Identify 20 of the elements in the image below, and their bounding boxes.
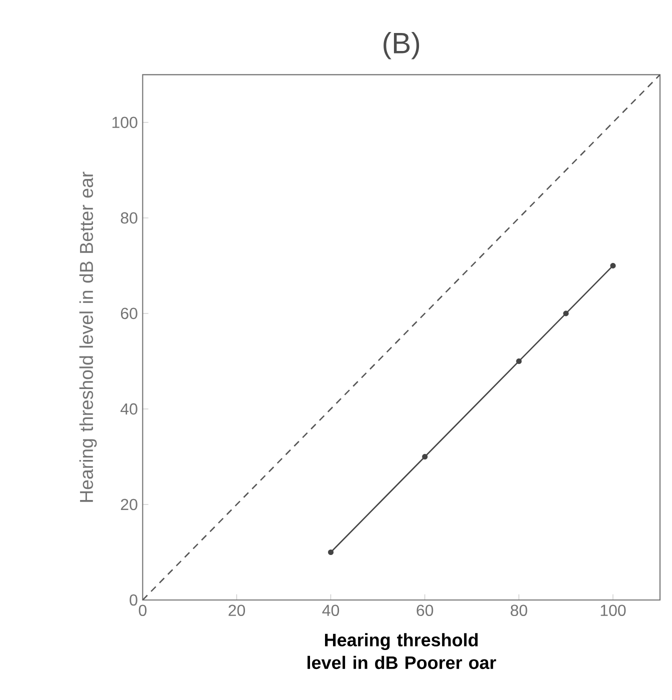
y-tick-label: 0: [130, 594, 138, 606]
x-tick-label: 60: [416, 604, 434, 616]
y-tick-label: 40: [120, 403, 138, 415]
x-tick-label: 40: [322, 604, 340, 616]
y-tick-label: 20: [120, 498, 138, 510]
point: [422, 454, 428, 460]
x-tick-label: 0: [138, 604, 146, 616]
y-tick-label: 80: [120, 212, 138, 224]
chart-title: (B): [384, 32, 420, 60]
x-axis-title: Hearing threshold level in dB Poorer oar: [308, 633, 496, 670]
point: [516, 358, 522, 364]
x-tick-label: 100: [600, 604, 626, 616]
x-tick-label: 20: [228, 604, 246, 616]
point: [563, 310, 569, 316]
point: [610, 262, 616, 268]
y-tick-label: 100: [112, 116, 138, 128]
point: [328, 549, 334, 556]
y-tick-label: 60: [120, 308, 138, 320]
x-tick-label: 80: [510, 604, 528, 616]
y-axis-title: Hearing threshold level in dB Better ear: [79, 172, 97, 502]
